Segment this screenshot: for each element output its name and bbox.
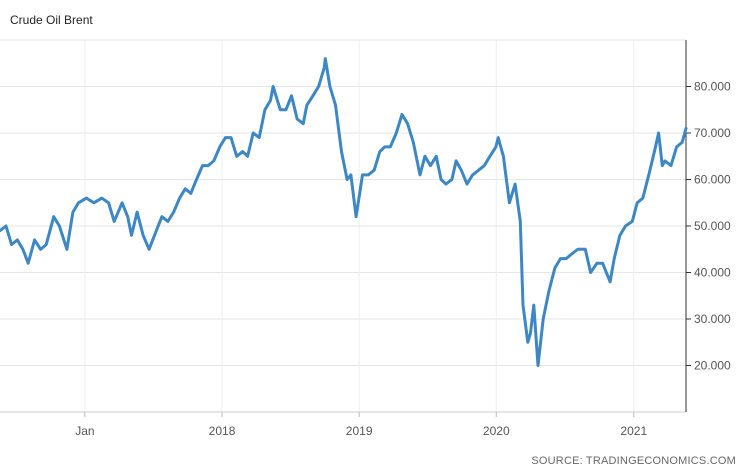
x-tick-label: Jan — [75, 424, 94, 438]
y-tick-label: 40.000 — [694, 266, 731, 280]
y-tick-label: 20.000 — [694, 359, 731, 373]
tick-labels: 20.000 30.000 40.000 50.000 60.000 70.000 80.0… — [75, 80, 731, 439]
y-tick-label: 70.000 — [694, 126, 731, 140]
y-tick-label: 60.000 — [694, 173, 731, 187]
axes — [0, 40, 691, 417]
chart-title: Crude Oil Brent — [10, 13, 93, 27]
x-tick-label: 2018 — [209, 424, 236, 438]
grid-lines — [0, 39, 686, 412]
x-tick-label: 2019 — [346, 424, 373, 438]
series-layer — [0, 57, 688, 367]
x-tick-label: 2021 — [620, 424, 647, 438]
y-tick-label: 50.000 — [694, 219, 731, 233]
y-tick-label: 30.000 — [694, 312, 731, 326]
y-tick-label: 80.000 — [694, 80, 731, 94]
series-line — [0, 57, 688, 367]
chart-source: SOURCE: TRADINGECONOMICS.COM — [531, 455, 736, 467]
x-tick-label: 2020 — [483, 424, 510, 438]
